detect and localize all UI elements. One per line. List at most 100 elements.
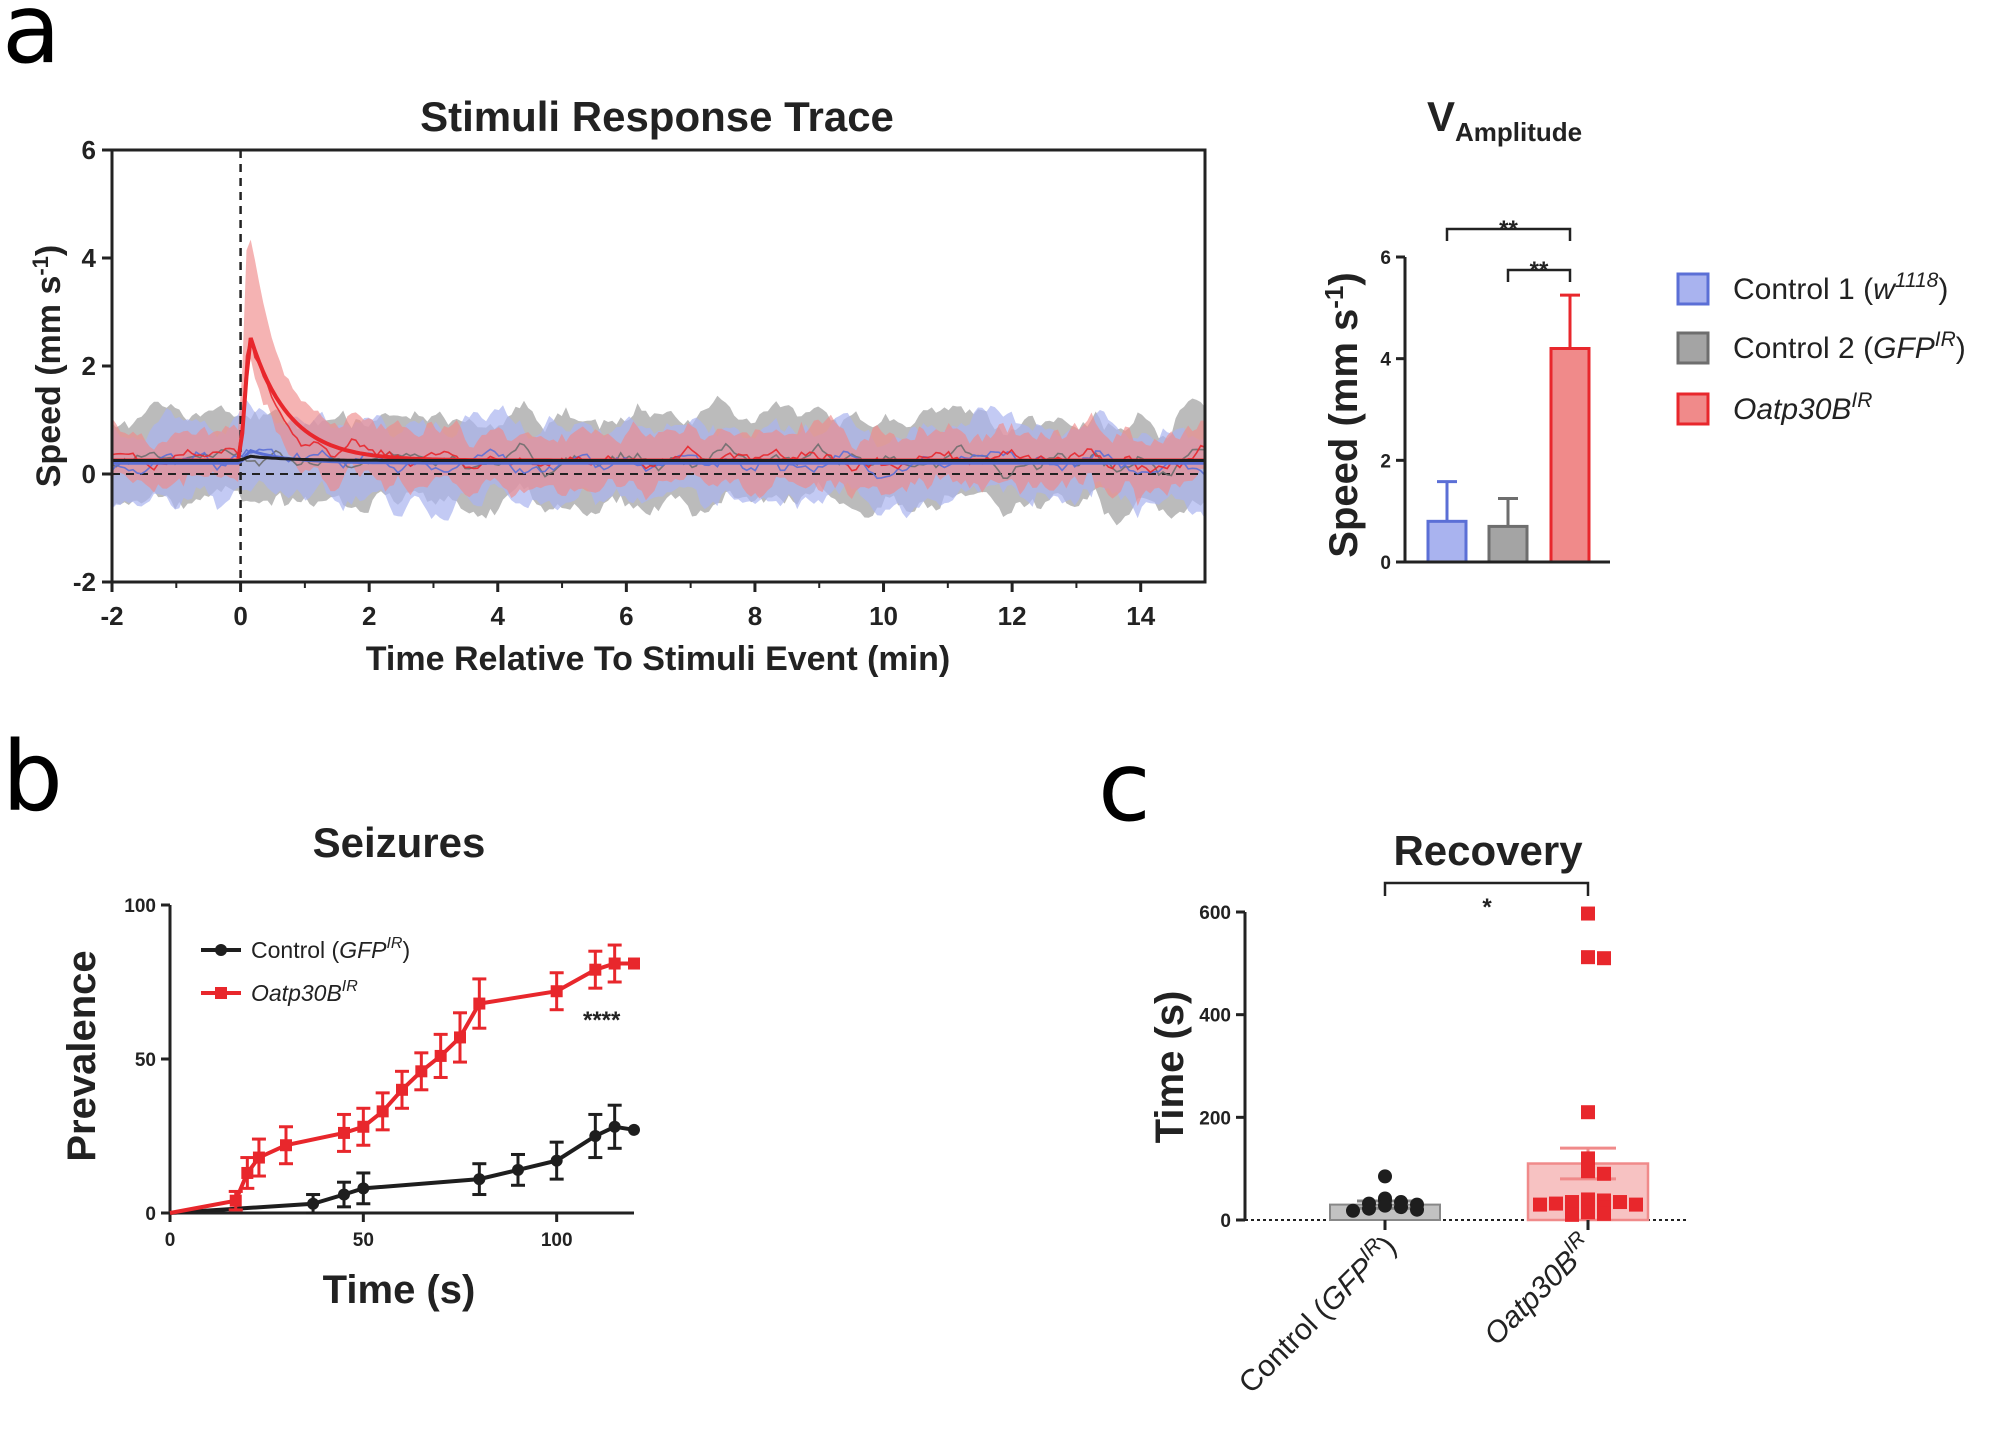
seizures-point-control bbox=[338, 1188, 350, 1201]
recovery-ytick-label: 0 bbox=[1220, 1211, 1231, 1232]
trace-ticks: -2 0 2 4 6 8 10 12 14 -2 0 2 4 6 bbox=[73, 135, 1156, 631]
recovery-ylabel: Time (s) bbox=[1148, 991, 1192, 1144]
recovery-category-control: Control (GFPIR) bbox=[1230, 1227, 1403, 1400]
recovery-ytick-label: 400 bbox=[1199, 1006, 1231, 1027]
amplitude-legend: Control 1 (w1118) Control 2 (GFPIR) Oatp… bbox=[1676, 269, 1966, 426]
trace-xtick-label: 4 bbox=[491, 601, 506, 631]
seizures-point-control bbox=[512, 1163, 524, 1176]
recovery-point-oatp bbox=[1597, 1166, 1611, 1181]
recovery-point-oatp bbox=[1549, 1196, 1563, 1211]
trace-xtick-label: -2 bbox=[100, 601, 123, 631]
panel-letter-b: b bbox=[2, 721, 63, 833]
recovery-point-control bbox=[1362, 1201, 1376, 1216]
legend-swatch-control1 bbox=[1676, 272, 1710, 306]
seizures-point-control bbox=[357, 1182, 370, 1195]
panel-letter-c: c bbox=[1098, 731, 1151, 843]
legend-label-control2: Control 2 (GFPIR) bbox=[1733, 328, 1966, 365]
seizures-line-Control bbox=[169, 1124, 635, 1215]
seizures-ytick-label: 0 bbox=[145, 1204, 156, 1225]
seizure-oatp-sup: IR bbox=[342, 978, 358, 995]
legend-control1-sup: 1118 bbox=[1895, 269, 1939, 292]
seizures-point-oatp bbox=[376, 1105, 389, 1118]
trace-ylabel-main: Speed (mm s bbox=[30, 276, 68, 488]
recovery-point-oatp bbox=[1597, 951, 1611, 966]
amplitude-ytick-label: 0 bbox=[1380, 553, 1391, 574]
recovery-plot: 0 200 400 600 bbox=[1199, 881, 1688, 1232]
legend-label-seizure-control: Control (GFPIR) bbox=[251, 935, 410, 963]
seizures-point-oatp bbox=[280, 1139, 292, 1152]
legend-control2-italic: GFP bbox=[1873, 332, 1935, 365]
seizures-point-oatp bbox=[608, 957, 621, 970]
amplitude-ytick-label: 6 bbox=[1380, 248, 1391, 269]
legend-control2-sup: IR bbox=[1935, 328, 1956, 351]
recovery-ytick-label: 600 bbox=[1199, 903, 1231, 924]
recovery-point-control bbox=[1378, 1169, 1392, 1184]
seizure-oatp-italic: Oatp30B bbox=[251, 980, 342, 1006]
recovery-title: Recovery bbox=[1393, 827, 1583, 874]
rec-cat1-italic: Oatp30B bbox=[1478, 1244, 1585, 1351]
trace-ytick-label: 4 bbox=[82, 243, 97, 273]
trace-xtick-label: 6 bbox=[619, 601, 633, 631]
amplitude-sig-bracket bbox=[1506, 268, 1572, 282]
seizures-point-oatp bbox=[415, 1065, 428, 1078]
seizures-point-oatp bbox=[434, 1049, 447, 1062]
legend-control1-main: Control 1 ( bbox=[1733, 273, 1873, 306]
recovery-point-oatp bbox=[1581, 1105, 1595, 1120]
legend-marker-control bbox=[215, 944, 227, 956]
trace-fit-curve-3 bbox=[112, 454, 1205, 462]
seizures-point-oatp bbox=[454, 1031, 466, 1044]
trace-ytick-label: 2 bbox=[82, 351, 96, 381]
recovery-point-oatp bbox=[1565, 1207, 1579, 1222]
seizure-control-italic: GFP bbox=[339, 937, 387, 963]
trace-ytick-label: 0 bbox=[82, 459, 96, 489]
legend-label-seizure-oatp: Oatp30BIR bbox=[251, 978, 358, 1006]
recovery-point-control bbox=[1378, 1198, 1392, 1213]
trace-title: Stimuli Response Trace bbox=[420, 93, 894, 140]
seizures-xtick-label: 0 bbox=[165, 1230, 176, 1251]
amplitude-chart: VAmplitude 0 2 4 6 ** ** Speed (mm s-1) Contr… bbox=[1319, 93, 1966, 574]
recovery-point-oatp bbox=[1581, 906, 1595, 921]
trace-band-3 bbox=[112, 239, 1205, 506]
amplitude-bar-3 bbox=[1549, 347, 1591, 564]
seizure-control-sup: IR bbox=[386, 935, 402, 952]
recovery-point-oatp bbox=[1629, 1197, 1643, 1212]
recovery-significance: * bbox=[1482, 894, 1492, 921]
seizures-point-oatp bbox=[241, 1166, 254, 1179]
recovery-point-control bbox=[1346, 1203, 1360, 1218]
amplitude-ytick-label: 2 bbox=[1380, 451, 1391, 472]
recovery-point-oatp bbox=[1613, 1195, 1627, 1210]
trace-bands bbox=[112, 239, 1205, 526]
recovery-chart: Recovery 0 200 400 600 Time (s) Control (GF… bbox=[1148, 827, 1688, 1400]
seizures-point-control bbox=[473, 1173, 486, 1186]
trace-chart: Stimuli Response Trace -2 0 2 4 6 8 10 12 14 -2 0 2… bbox=[28, 93, 1207, 678]
amplitude-bar-2 bbox=[1487, 524, 1529, 564]
trace-ytick-label: -2 bbox=[73, 567, 96, 597]
seizures-ylabel: Prevalence bbox=[60, 950, 104, 1161]
seizures-significance: **** bbox=[583, 1007, 621, 1034]
trace-xlabel: Time Relative To Stimuli Event (min) bbox=[366, 640, 950, 678]
seizures-point-control bbox=[589, 1130, 602, 1142]
amplitude-ylabel-sup: -1 bbox=[1319, 286, 1349, 309]
recovery-point-oatp bbox=[1581, 1205, 1595, 1220]
trace-xtick-label: 12 bbox=[998, 601, 1027, 631]
amplitude-ylabel-main: Speed (mm s bbox=[1322, 309, 1366, 558]
legend-control1-close: ) bbox=[1938, 273, 1948, 306]
amplitude-title: VAmplitude bbox=[1427, 93, 1582, 147]
amplitude-ylabel-close: ) bbox=[1322, 272, 1366, 285]
seizures-xtick-label: 50 bbox=[353, 1230, 374, 1251]
legend-swatch-oatp bbox=[1676, 392, 1710, 426]
recovery-ytick-label: 200 bbox=[1199, 1108, 1231, 1129]
legend-control2-close: ) bbox=[1956, 332, 1966, 365]
panel-letter-a: a bbox=[2, 0, 61, 85]
seizures-point-oatp bbox=[357, 1120, 370, 1133]
trace-xtick-label: 2 bbox=[362, 601, 376, 631]
seizures-point-oatp bbox=[473, 997, 486, 1010]
seizures-ytick-label: 50 bbox=[135, 1050, 156, 1071]
seizures-point-oatp bbox=[628, 957, 640, 970]
amplitude-ylabel: Speed (mm s-1) bbox=[1319, 272, 1366, 557]
seizures-point-oatp bbox=[550, 985, 563, 998]
seizures-point-oatp bbox=[396, 1083, 408, 1096]
legend-marker-oatp bbox=[215, 987, 227, 999]
seizures-point-oatp bbox=[229, 1194, 242, 1207]
